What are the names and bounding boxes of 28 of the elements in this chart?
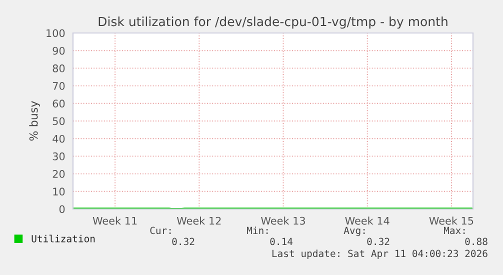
- x-tick-label: Week 14: [345, 216, 390, 225]
- y-tick-label: 100: [46, 29, 65, 38]
- x-tick-label: Week 13: [261, 216, 305, 225]
- text: Avg:: [344, 226, 365, 236]
- text: 0.32: [172, 238, 194, 246]
- text: Last update: Sat Apr 11 04:00:23 2026: [272, 250, 488, 260]
- y-tick-label: 80: [52, 64, 65, 72]
- x-tick-label: Week 15: [429, 216, 474, 225]
- text: Max:: [444, 226, 465, 234]
- y-tick-label: 50: [52, 117, 65, 126]
- y-tick-label: 70: [52, 82, 65, 90]
- y-tick-label: 30: [52, 152, 65, 160]
- y-tick-label: 60: [52, 100, 65, 108]
- text: Min:: [246, 226, 268, 234]
- text: 0.14: [270, 238, 293, 246]
- legend-label: Utilization: [32, 234, 95, 242]
- y-tick-label: 40: [52, 134, 65, 143]
- x-tick-label: Week 12: [176, 216, 221, 225]
- text: 0.88: [465, 238, 488, 246]
- chart-title: Disk utilization for /dev/slade-cpu-01-vg/tmp - by month: [98, 16, 448, 29]
- text: Cur:: [150, 226, 171, 234]
- y-tick-label: 90: [52, 46, 65, 55]
- y-axis-title: % busy: [29, 101, 40, 141]
- text: 0.32: [367, 238, 390, 246]
- y-tick-label: 20: [52, 170, 65, 178]
- y-tick-label: 0: [59, 205, 65, 214]
- y-tick-label: 10: [53, 188, 65, 196]
- x-tick-label: Week 11: [92, 216, 137, 225]
